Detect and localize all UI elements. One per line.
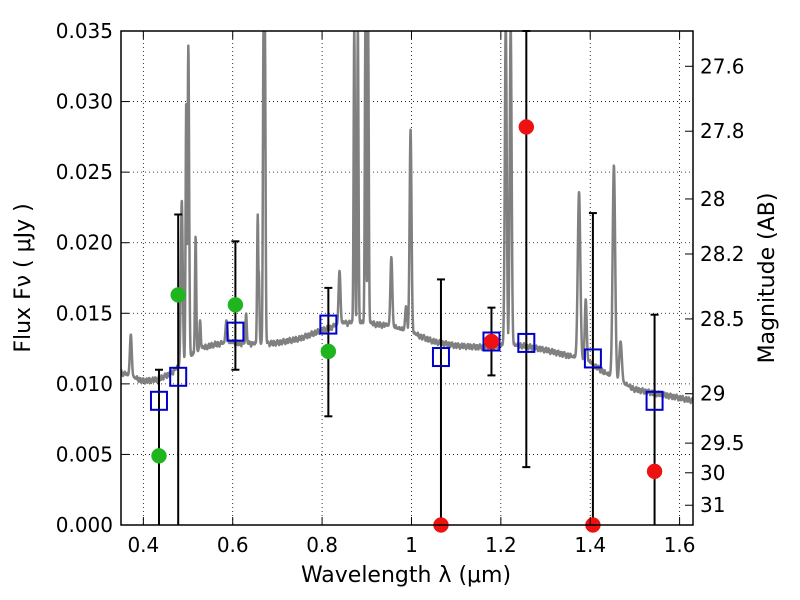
x-tick-label: 1.6 — [664, 533, 696, 557]
magnitude-tick-label: 28.2 — [700, 242, 745, 266]
red-data-point — [646, 463, 663, 480]
model-photometry-square — [583, 348, 602, 369]
model-photometry-square — [645, 390, 664, 411]
magnitude-tick-label: 29.5 — [700, 431, 745, 455]
y-tick-label: 0.020 — [56, 231, 113, 255]
x-tick-label: 1.4 — [574, 533, 606, 557]
model-photometry-square — [149, 390, 168, 411]
x-tick-label: 1.2 — [485, 533, 517, 557]
green-data-point — [227, 297, 244, 313]
y-tick-label: 0.030 — [56, 90, 113, 114]
y-tick-label: 0.035 — [56, 19, 113, 43]
green-data-point — [151, 448, 167, 464]
y-tick-label: 0.025 — [56, 160, 113, 184]
x-tick-label: 1 — [405, 533, 418, 557]
red-data-point — [518, 119, 535, 135]
magnitude-tick-label: 30 — [700, 461, 725, 485]
model-photometry-square — [482, 331, 501, 352]
green-data-point — [320, 343, 337, 360]
magnitude-tick-label: 27.6 — [700, 54, 745, 78]
y-tick-label: 0.000 — [56, 513, 113, 537]
grid-lines — [121, 31, 693, 525]
magnitude-tick-label: 28.5 — [700, 307, 745, 331]
green-data-point — [170, 287, 186, 303]
model-photometry-square — [517, 332, 536, 353]
magnitude-tick-label: 31 — [700, 493, 725, 517]
model-photometry-square — [169, 366, 188, 387]
red-data-point — [483, 333, 500, 350]
model-photometry-square — [319, 314, 338, 335]
plot-frame — [120, 30, 694, 526]
x-axis-label: Wavelength λ (μm) — [301, 563, 511, 588]
y-tick-label: 0.005 — [56, 442, 113, 466]
x-tick-label: 0.6 — [217, 533, 249, 557]
x-tick-label: 0.4 — [127, 533, 159, 557]
error-bars — [154, 30, 659, 525]
y-axis-label: Flux Fν ( μJy ) — [11, 203, 36, 352]
model-spectrum — [121, 31, 693, 405]
magnitude-tick-label: 27.8 — [700, 119, 745, 143]
y-tick-label: 0.015 — [56, 301, 113, 325]
right-axis-label: Magnitude (AB) — [755, 193, 780, 364]
y-tick-label: 0.010 — [56, 372, 113, 396]
model-spectrum-line — [121, 31, 693, 405]
magnitude-tick-label: 29 — [700, 382, 725, 406]
data-markers — [149, 119, 664, 533]
axis-ticks: 0.4 0.6 0.8 1 1.2 1.4 1.6 0.000 0.005 0.010 0.015 0… — [56, 19, 745, 557]
model-photometry-square — [431, 347, 450, 368]
x-tick-label: 0.8 — [306, 533, 338, 557]
model-photometry-square — [226, 321, 245, 342]
magnitude-tick-label: 28 — [700, 187, 725, 211]
